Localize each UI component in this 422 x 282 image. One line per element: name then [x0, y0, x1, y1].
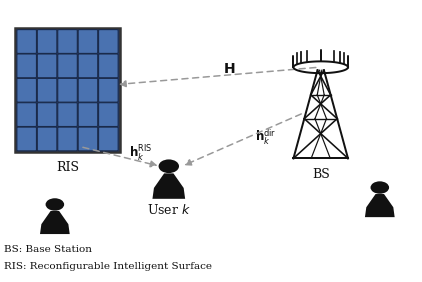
FancyBboxPatch shape	[37, 30, 57, 53]
FancyBboxPatch shape	[37, 78, 57, 102]
FancyBboxPatch shape	[99, 103, 118, 127]
FancyBboxPatch shape	[17, 54, 36, 78]
FancyBboxPatch shape	[58, 103, 77, 127]
Circle shape	[46, 198, 64, 211]
FancyBboxPatch shape	[78, 30, 98, 53]
FancyBboxPatch shape	[17, 127, 36, 151]
FancyBboxPatch shape	[99, 78, 118, 102]
Circle shape	[371, 181, 389, 194]
Polygon shape	[365, 194, 395, 217]
FancyBboxPatch shape	[99, 127, 118, 151]
FancyBboxPatch shape	[15, 28, 120, 152]
FancyBboxPatch shape	[58, 127, 77, 151]
Text: User $k$: User $k$	[147, 203, 191, 217]
FancyBboxPatch shape	[78, 78, 98, 102]
FancyBboxPatch shape	[78, 54, 98, 78]
FancyBboxPatch shape	[58, 30, 77, 53]
Polygon shape	[152, 173, 185, 199]
FancyBboxPatch shape	[78, 127, 98, 151]
Circle shape	[159, 159, 179, 173]
Text: BS: BS	[312, 168, 330, 181]
Text: $\mathbf{H}$: $\mathbf{H}$	[223, 62, 235, 76]
FancyBboxPatch shape	[37, 127, 57, 151]
FancyBboxPatch shape	[99, 30, 118, 53]
FancyBboxPatch shape	[99, 54, 118, 78]
FancyBboxPatch shape	[58, 54, 77, 78]
FancyBboxPatch shape	[58, 78, 77, 102]
FancyBboxPatch shape	[37, 54, 57, 78]
FancyBboxPatch shape	[78, 103, 98, 127]
Text: BS: Base Station: BS: Base Station	[4, 245, 92, 254]
FancyBboxPatch shape	[17, 30, 36, 53]
Text: $\mathbf{h}_k^{\mathrm{RIS}}$: $\mathbf{h}_k^{\mathrm{RIS}}$	[129, 144, 152, 164]
Text: RIS: Reconfigurable Intelligent Surface: RIS: Reconfigurable Intelligent Surface	[4, 262, 212, 271]
Polygon shape	[40, 211, 70, 234]
FancyBboxPatch shape	[37, 103, 57, 127]
FancyBboxPatch shape	[17, 78, 36, 102]
FancyBboxPatch shape	[17, 103, 36, 127]
Text: $\mathbf{h}_k^{\mathrm{dir}}$: $\mathbf{h}_k^{\mathrm{dir}}$	[255, 127, 277, 147]
Text: RIS: RIS	[56, 161, 79, 174]
